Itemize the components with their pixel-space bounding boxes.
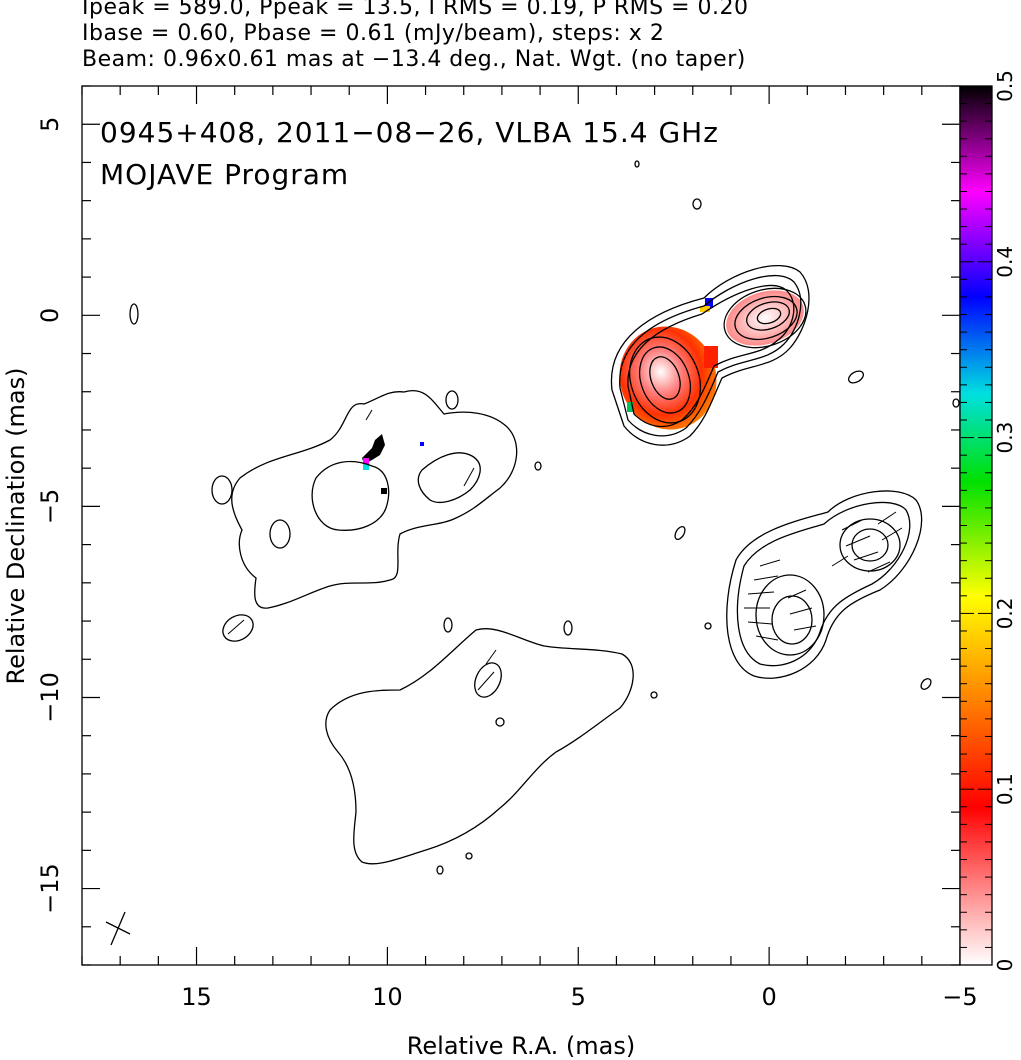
header-line-3: Beam: 0.96x0.61 mas at −13.4 deg., Nat. … bbox=[82, 47, 746, 72]
core-region-color bbox=[619, 326, 717, 430]
blue-spot bbox=[705, 298, 713, 308]
green-spot bbox=[627, 402, 633, 412]
island-contour bbox=[920, 678, 932, 690]
island-contour bbox=[692, 198, 702, 210]
island-contour bbox=[650, 691, 658, 699]
south-component-outer bbox=[726, 490, 923, 679]
colorbar-tick-label: 0 bbox=[993, 959, 1017, 972]
core-contour-4 bbox=[629, 336, 701, 424]
beam-marker bbox=[105, 911, 131, 946]
colorbar-tick-label: 0.1 bbox=[993, 773, 1017, 805]
polarization-color-patches bbox=[362, 290, 804, 494]
x-tick-label: 15 bbox=[181, 983, 212, 1011]
y-tick-label: −5 bbox=[36, 489, 64, 524]
plot-frame bbox=[81, 85, 961, 966]
y-tick-label: −15 bbox=[36, 863, 64, 914]
knot-region-color bbox=[726, 290, 804, 346]
core-contour-outer bbox=[610, 264, 810, 446]
x-tick-label: 5 bbox=[571, 983, 586, 1011]
knot-contour-1 bbox=[723, 287, 807, 349]
blue-pixel bbox=[420, 442, 424, 446]
y-axis-title: Relative Declination (mas) bbox=[2, 367, 30, 684]
y-tick-label: 5 bbox=[36, 117, 64, 132]
colorbar-tick-label: 0.3 bbox=[993, 422, 1017, 454]
east-jet-contour-inner-2 bbox=[417, 452, 481, 504]
island-contour bbox=[129, 303, 139, 325]
colorbar-axis: 0 0.1 0.2 0.3 0.4 0.5 bbox=[960, 70, 1017, 971]
colorbar-tick-label: 0.4 bbox=[993, 246, 1017, 278]
south-knot-b bbox=[755, 574, 825, 656]
island-contour bbox=[211, 475, 233, 505]
east-jet-contour-outer bbox=[231, 389, 518, 609]
core-contour-6 bbox=[649, 356, 681, 400]
island-contour bbox=[847, 370, 865, 384]
plot-title: 0945+408, 2011−08−26, VLBA 15.4 GHz bbox=[100, 116, 719, 149]
x-axis-title: Relative R.A. (mas) bbox=[407, 1032, 635, 1060]
colorbar-tick-label: 0.2 bbox=[993, 597, 1017, 629]
island-contour bbox=[445, 390, 459, 410]
island-contour bbox=[465, 852, 473, 860]
colorbar-tick-label: 0.5 bbox=[993, 70, 1017, 102]
x-tick-label: 10 bbox=[372, 983, 403, 1011]
x-tick-label: 0 bbox=[761, 983, 776, 1011]
plot-subtitle: MOJAVE Program bbox=[100, 158, 349, 191]
header-line-1: Ipeak = 589.0, Ppeak = 13.5, I RMS = 0.1… bbox=[82, 0, 749, 20]
island-contour bbox=[495, 717, 505, 727]
island-contour bbox=[222, 614, 254, 642]
red-spot bbox=[704, 346, 718, 368]
island-contour bbox=[563, 620, 573, 636]
south-jet-contour-outer bbox=[325, 628, 634, 865]
island-contour bbox=[269, 519, 291, 549]
black-pixel-patch bbox=[362, 434, 385, 464]
east-jet-contour-inner-1 bbox=[311, 460, 390, 531]
header-line-2: Ibase = 0.60, Pbase = 0.61 (mJy/beam), s… bbox=[82, 21, 665, 46]
island-contour bbox=[534, 461, 542, 471]
south-component-2 bbox=[736, 501, 911, 667]
magenta-pixels bbox=[363, 458, 369, 464]
knot-contour-2 bbox=[734, 295, 798, 341]
intensity-contours bbox=[129, 160, 960, 875]
y-tick-label: −10 bbox=[36, 672, 64, 723]
knot-contour-4 bbox=[756, 307, 782, 325]
polarization-vectors bbox=[227, 409, 903, 691]
cyan-pixels bbox=[363, 464, 369, 470]
south-knot-b-inner bbox=[771, 595, 813, 645]
island-contour bbox=[474, 662, 502, 698]
south-knot-a-inner bbox=[851, 528, 889, 562]
island-contour bbox=[704, 622, 712, 630]
axes: 15 10 5 0 −5 5 0 −5 −10 −15 bbox=[36, 85, 978, 1011]
black-pixel bbox=[381, 488, 387, 494]
island-contour bbox=[634, 160, 640, 168]
core-contour-5 bbox=[638, 346, 692, 414]
island-contour bbox=[952, 398, 960, 408]
island-contour bbox=[436, 865, 444, 875]
y-tick-label: 0 bbox=[36, 308, 64, 323]
island-contour bbox=[443, 617, 453, 633]
core-contour-2 bbox=[619, 274, 802, 437]
island-contour bbox=[674, 525, 686, 541]
yellow-spot bbox=[700, 306, 710, 312]
knot-contour-3 bbox=[746, 301, 790, 331]
x-tick-label: −5 bbox=[942, 983, 977, 1011]
